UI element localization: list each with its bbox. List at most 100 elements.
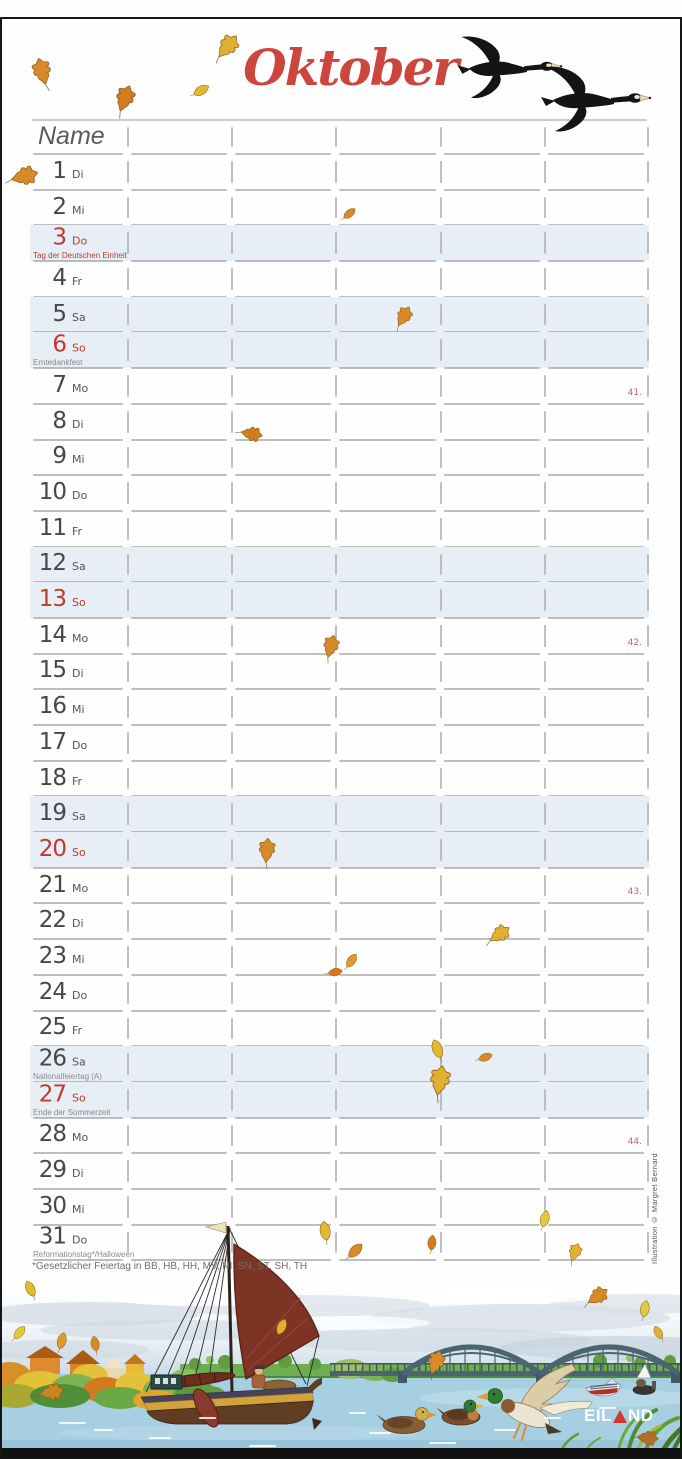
entry-cell — [231, 297, 336, 334]
day-label: 9 Mi — [30, 440, 128, 476]
holiday-label: Nationalfeiertag (A) — [33, 1071, 102, 1081]
entry-cell — [231, 1225, 336, 1261]
day-row-7: 7 Mo 41. — [30, 368, 649, 405]
entry-cell — [439, 1082, 545, 1119]
entry-cell — [543, 939, 649, 976]
entry-cell — [126, 1011, 232, 1047]
entry-cell — [439, 903, 545, 940]
day-label: 17 Do — [30, 725, 128, 762]
sailboat — [140, 1221, 322, 1430]
entry-cell — [335, 832, 440, 869]
day-row-22: 22 Di — [30, 903, 649, 940]
entry-cell — [439, 475, 545, 512]
day-label: 10 Do — [30, 475, 128, 512]
entry-cell — [543, 1082, 649, 1119]
entry-cell — [126, 796, 232, 833]
entry-cell — [126, 1046, 232, 1083]
entry-cell — [126, 475, 232, 512]
geese-illustration — [457, 35, 652, 132]
day-label: 8 Di — [30, 404, 128, 441]
entry-cell — [126, 1189, 232, 1226]
entry-cell — [439, 832, 545, 869]
day-label: 7 Mo — [30, 368, 128, 405]
entry-cell — [335, 297, 440, 334]
entry-cell — [543, 1225, 649, 1261]
entry-cell — [439, 654, 545, 690]
entry-cell — [543, 618, 649, 655]
entry-cell — [439, 796, 545, 833]
day-label: 5 Sa — [30, 297, 128, 334]
entry-cell — [335, 440, 440, 476]
day-row-20: 20 So — [30, 832, 649, 869]
day-label: 30 Mi — [30, 1189, 128, 1226]
day-label: 2 Mi — [30, 190, 128, 227]
entry-cell — [439, 975, 545, 1012]
day-row-23: 23 Mi — [30, 939, 649, 976]
entry-cell — [231, 440, 336, 476]
name-column-header: Name — [30, 120, 128, 155]
entry-cell — [126, 120, 232, 155]
month-title: Oktober — [243, 38, 459, 97]
entry-cell — [126, 939, 232, 976]
day-label: 31 Do Reformationstag*/Halloween — [30, 1224, 134, 1261]
holiday-label: Tag der Deutschen Einheit — [33, 251, 127, 261]
entry-cell — [231, 903, 336, 940]
entry-cell — [126, 1082, 232, 1119]
day-row-5: 5 Sa — [30, 296, 649, 334]
entry-cell — [543, 1118, 649, 1154]
entry-cell — [439, 120, 545, 155]
entry-cell — [126, 725, 232, 762]
entry-cell — [335, 475, 440, 512]
entry-cell — [439, 689, 545, 726]
entry-cell — [126, 404, 232, 441]
entry-cell — [543, 1153, 649, 1190]
day-row-8: 8 Di — [30, 404, 649, 441]
day-label: 3 Do Tag der Deutschen Einheit — [30, 224, 128, 262]
entry-cell — [543, 547, 649, 583]
entry-cell — [231, 332, 336, 369]
day-label: 6 So Erntedankfest — [30, 332, 128, 369]
river-scene-illustration — [0, 1221, 682, 1459]
day-label: 29 Di — [30, 1153, 128, 1190]
day-row-11: 11 Fr — [30, 511, 649, 548]
entry-cell — [543, 225, 649, 262]
entry-cell — [439, 404, 545, 441]
entry-cell — [335, 796, 440, 833]
entry-cell — [439, 1011, 545, 1047]
entry-cell — [543, 1189, 649, 1226]
duck-swimming-male — [436, 1399, 484, 1426]
entry-cell — [231, 761, 336, 798]
header-row: Name — [30, 120, 649, 155]
entry-cell — [543, 332, 649, 369]
entry-cell — [439, 297, 545, 334]
entry-cell — [126, 440, 232, 476]
waves — [59, 1407, 616, 1447]
day-row-31: 31 Do Reformationstag*/Halloween — [30, 1224, 649, 1261]
entry-cell — [543, 190, 649, 227]
illustration-credit: Illustration © Margret Bernard — [650, 1153, 659, 1264]
entry-cell — [126, 1118, 232, 1154]
entry-cell — [126, 654, 232, 690]
day-row-21: 21 Mo 43. — [30, 868, 649, 905]
entry-cell — [335, 1118, 440, 1154]
entry-cell — [439, 261, 545, 298]
day-row-6: 6 So Erntedankfest — [30, 332, 649, 369]
entry-cell — [335, 261, 440, 298]
entry-cell — [231, 1082, 336, 1119]
entry-cell — [543, 511, 649, 548]
calendar-table: Name 1 Di 2 Mi 3 Do Tag der Deutschen Einheit 4… — [30, 118, 649, 1261]
day-row-2: 2 Mi — [30, 190, 649, 227]
entry-cell — [335, 1153, 440, 1190]
entry-cell — [335, 582, 440, 619]
day-label: 1 Di — [30, 154, 128, 191]
entry-cell — [439, 868, 545, 905]
entry-cell — [126, 582, 232, 619]
entry-cell — [439, 547, 545, 583]
entry-cell — [543, 120, 649, 155]
entry-cell — [231, 582, 336, 619]
day-row-29: 29 Di — [30, 1153, 649, 1190]
entry-cell — [439, 1153, 545, 1190]
entry-cell — [126, 832, 232, 869]
entry-cell — [543, 1011, 649, 1047]
day-label: 15 Di — [30, 654, 128, 690]
